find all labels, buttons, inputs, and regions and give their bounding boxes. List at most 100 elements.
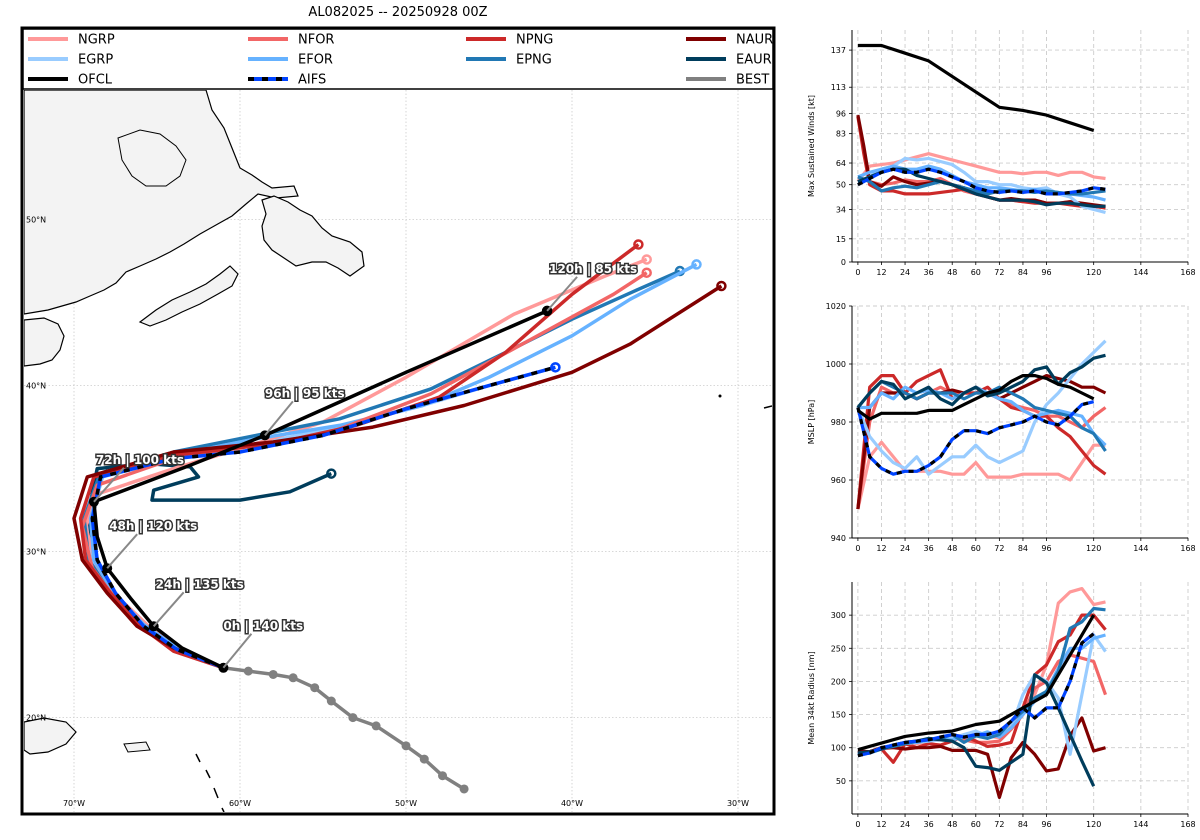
- x-tick-label: 168: [1180, 820, 1195, 829]
- series-ofcl: [856, 374, 1095, 421]
- radius-34kt-plot: 0 12 24 36 48 60 72 84 96 120 144 168 50 100 150 200 250…: [807, 582, 1196, 829]
- x-tick-label: 120: [1086, 820, 1101, 829]
- lat-tick-label: 20°N: [26, 714, 46, 723]
- x-tick-label: 72: [994, 544, 1004, 553]
- x-tick-label: 144: [1133, 544, 1148, 553]
- x-tick-label: 0: [855, 268, 860, 277]
- y-tick-label: 96: [836, 110, 846, 119]
- x-tick-label: 12: [876, 820, 886, 829]
- x-tick-label: 48: [947, 268, 957, 277]
- legend-label-egrp: EGRP: [78, 53, 113, 68]
- x-tick-label: 36: [924, 544, 934, 553]
- y-tick-label: 300: [831, 611, 846, 620]
- x-tick-label: 84: [1018, 820, 1028, 829]
- forecast-tracks: [72, 239, 727, 794]
- canada-landmass: [24, 90, 299, 315]
- track-ofcl: [92, 309, 548, 670]
- track-end-marker: [641, 254, 652, 265]
- annotation-leader: [152, 591, 185, 627]
- track-end-marker: [633, 239, 644, 250]
- lesser-antilles: [195, 753, 225, 812]
- legend-label-aifs: AIFS: [298, 73, 326, 88]
- track-ngrp: [83, 257, 648, 670]
- x-tick-label: 96: [1041, 820, 1051, 829]
- intensity-annotation: 0h | 140 kts: [223, 619, 303, 633]
- y-tick-label: 960: [831, 476, 846, 485]
- x-tick-label: 36: [924, 820, 934, 829]
- x-tick-label: 96: [1041, 268, 1051, 277]
- coastlines: [24, 90, 772, 812]
- azores-edge: [763, 405, 772, 409]
- x-tick-label: 72: [994, 268, 1004, 277]
- x-tick-label: 84: [1018, 268, 1028, 277]
- x-tick-label: 48: [947, 544, 957, 553]
- legend-label-best: BEST: [736, 73, 769, 88]
- best-track-point: [371, 721, 381, 731]
- series-egrp: [857, 156, 1106, 215]
- x-tick-label: 0: [855, 820, 860, 829]
- legend-label-ngrp: NGRP: [78, 33, 115, 48]
- y-axis-label: Max Sustained Winds [kt]: [807, 95, 816, 197]
- intensity-annotation: 96h | 95 kts: [265, 386, 345, 400]
- lon-tick-label: 30°W: [727, 799, 749, 808]
- track-aifs-dash: [90, 365, 556, 670]
- lon-tick-label: 70°W: [63, 799, 85, 808]
- legend: NGRP NFOR NPNG NAUR EGRP EFOR EPNG EAUR OFCL AIFS…: [22, 28, 774, 90]
- best-track-point: [326, 696, 336, 706]
- best-track-point: [243, 666, 253, 676]
- best-track-point: [268, 669, 278, 679]
- track-end-marker: [326, 468, 337, 479]
- lat-tick-label: 40°N: [26, 382, 46, 391]
- legend-label-efor: EFOR: [298, 53, 333, 68]
- y-tick-label: 64: [836, 159, 846, 168]
- y-tick-label: 100: [831, 744, 846, 753]
- series-aifs: [857, 167, 1106, 196]
- intensity-annotation: 24h | 135 kts: [156, 577, 244, 591]
- legend-label-nfor: NFOR: [298, 33, 334, 48]
- annotation-leader: [264, 400, 294, 437]
- x-tick-label: 168: [1180, 268, 1195, 277]
- series-aifs-dash: [857, 632, 1095, 758]
- best-track-point: [288, 673, 298, 683]
- mslp-plot: 0 12 24 36 48 60 72 84 96 120 144 168 940 960 980 1000 1…: [807, 302, 1196, 553]
- y-tick-label: 34: [836, 205, 846, 214]
- lon-tick-label: 40°W: [561, 799, 583, 808]
- map-ticks: 70°W 60°W 50°W 40°W 30°W 20°N 30°N 40°N 50°N: [26, 216, 749, 808]
- annotation-leader: [93, 467, 125, 503]
- lat-tick-label: 50°N: [26, 216, 46, 225]
- series-eaur: [856, 353, 1106, 409]
- labrador-inlet: [117, 129, 187, 187]
- x-tick-label: 12: [876, 268, 886, 277]
- best-track-point: [310, 683, 320, 693]
- best-track-point: [438, 771, 448, 781]
- max-winds-plot: 0 12 24 36 48 60 72 84 96 120 144 168 0 15 34 50 64 83 96 1…: [807, 30, 1196, 277]
- y-tick-label: 150: [831, 711, 846, 720]
- series-aifs-dash: [856, 400, 1095, 476]
- y-tick-label: 137: [831, 46, 846, 55]
- x-tick-label: 48: [947, 820, 957, 829]
- lon-tick-label: 50°W: [395, 799, 417, 808]
- track-npng: [78, 243, 640, 670]
- track-end-marker: [691, 259, 702, 270]
- series-npng: [857, 613, 1107, 764]
- track-end-marker: [716, 280, 727, 292]
- x-tick-label: 120: [1086, 544, 1101, 553]
- legend-label-ofcl: OFCL: [78, 73, 113, 88]
- x-tick-label: 60: [971, 268, 981, 277]
- newfoundland: [261, 195, 365, 277]
- x-tick-label: 144: [1133, 820, 1148, 829]
- best-track-point: [419, 754, 429, 764]
- y-axis-label: MSLP [hPa]: [807, 400, 816, 444]
- series-ofcl: [857, 43, 1095, 133]
- x-tick-label: 36: [924, 268, 934, 277]
- x-tick-label: 120: [1086, 268, 1101, 277]
- x-tick-label: 72: [994, 820, 1004, 829]
- best-track-point: [348, 713, 358, 723]
- best-track-point: [401, 741, 411, 751]
- legend-label-naur: NAUR: [736, 33, 773, 48]
- x-tick-label: 12: [876, 544, 886, 553]
- y-tick-label: 250: [831, 644, 846, 653]
- y-tick-label: 50: [836, 777, 846, 786]
- track-end-marker: [641, 267, 652, 278]
